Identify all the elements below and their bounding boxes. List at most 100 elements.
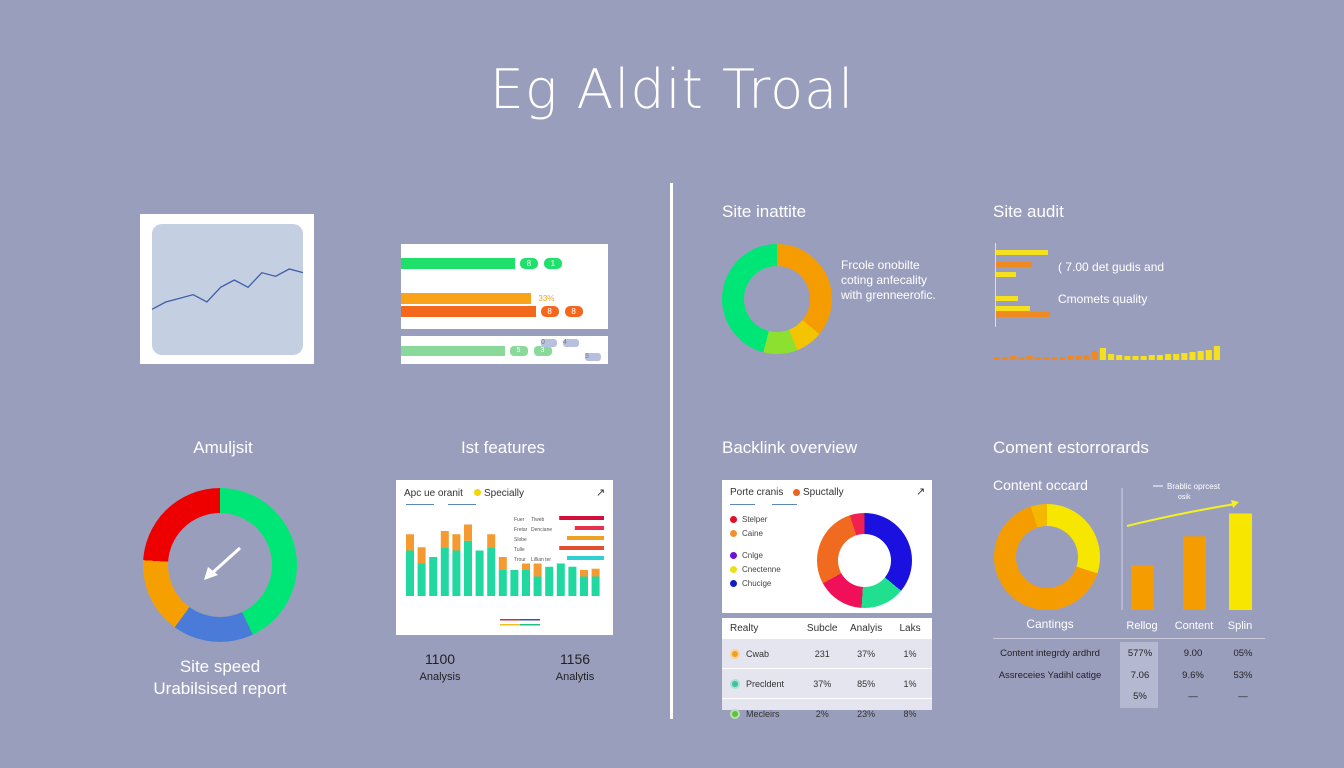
table-cell: 9.00 bbox=[1183, 648, 1203, 659]
tag: 33% bbox=[538, 294, 555, 303]
bar-green bbox=[487, 547, 496, 596]
mini-bar bbox=[994, 357, 1001, 360]
table-cell: 577% bbox=[1127, 648, 1153, 659]
bar-label: Rellog bbox=[1126, 620, 1157, 632]
mini-bar bbox=[1042, 357, 1049, 360]
audit-bar bbox=[996, 312, 1050, 317]
content-subheading: Content occard bbox=[993, 477, 1088, 493]
table-cell: 9.6% bbox=[1182, 670, 1204, 681]
mini-bar bbox=[1034, 357, 1041, 360]
expand-icon[interactable]: ↗ bbox=[916, 486, 926, 498]
mini-bar bbox=[1018, 357, 1025, 360]
line-series bbox=[151, 268, 304, 310]
content-bar bbox=[1131, 565, 1154, 610]
table-cell: 37% bbox=[813, 678, 832, 689]
gauge-needle-icon bbox=[204, 546, 242, 580]
legend-bar bbox=[567, 556, 604, 560]
mini-bar bbox=[1026, 356, 1033, 360]
features-heading: Ist features bbox=[460, 438, 546, 457]
bar-label: Splin bbox=[1228, 620, 1252, 632]
bar-green bbox=[475, 550, 484, 596]
table-cell: 1% bbox=[903, 648, 917, 659]
table-header: Subcle bbox=[806, 622, 838, 634]
backlink-heading: Backlink overview bbox=[722, 438, 858, 457]
legend-bar bbox=[574, 526, 604, 530]
audit-bar bbox=[996, 306, 1030, 311]
trend-label: osik bbox=[1178, 494, 1191, 501]
bar-orange bbox=[452, 534, 461, 551]
bar-orange bbox=[580, 570, 588, 577]
mini-bar bbox=[1165, 354, 1172, 360]
table-row[interactable]: Cwab 231 37% 1% bbox=[722, 638, 932, 668]
mini-bar bbox=[1075, 356, 1082, 360]
stat-label: Analytis bbox=[555, 671, 595, 683]
bar-green bbox=[533, 576, 542, 596]
table-cell: 8% bbox=[903, 708, 917, 719]
table-cell: 05% bbox=[1233, 648, 1253, 659]
bar-green bbox=[568, 566, 577, 596]
table-row[interactable]: Precldent 37% 85% 1% bbox=[722, 668, 932, 698]
bar-green bbox=[580, 576, 588, 596]
legend-label: Slobe bbox=[514, 537, 527, 543]
table-cell: 231 bbox=[814, 648, 830, 659]
backlink-card-title: Porte cranis bbox=[730, 487, 784, 498]
badge-dot-icon bbox=[474, 489, 481, 496]
legend-label: Fuer bbox=[514, 517, 525, 523]
site-inattite-heading: Site inattite bbox=[722, 202, 807, 221]
legend-item: Cnectenne bbox=[730, 562, 781, 576]
bar-orange bbox=[533, 563, 542, 577]
legend-item: Cnlge bbox=[730, 548, 781, 562]
mini-bar bbox=[1116, 355, 1123, 360]
mini-bar bbox=[1051, 357, 1058, 360]
progress-bar bbox=[401, 258, 515, 269]
content-bar-chart: Brablic oprcest osik Rellog Content Splin bbox=[1121, 482, 1252, 632]
bar-orange bbox=[522, 563, 530, 570]
legend-line bbox=[500, 619, 520, 621]
page-title: Eg Aldit Troal bbox=[489, 58, 855, 121]
mini-bar bbox=[1173, 354, 1180, 360]
tag: 1 bbox=[543, 258, 562, 269]
legend-bar bbox=[567, 536, 604, 540]
bar-orange bbox=[417, 547, 426, 564]
audit-bar bbox=[996, 262, 1032, 267]
bar-green bbox=[429, 557, 438, 596]
trend-arrow bbox=[1126, 503, 1236, 527]
mini-bar bbox=[1156, 355, 1163, 360]
table-header: Laks bbox=[899, 622, 921, 634]
expand-icon[interactable]: ↗ bbox=[596, 487, 606, 499]
bar-green bbox=[556, 563, 565, 596]
legend-label: Fretar bbox=[514, 527, 528, 533]
bar-orange bbox=[591, 568, 600, 577]
progress-bar bbox=[401, 346, 505, 356]
bar-green bbox=[452, 550, 461, 596]
table-cell: 37% bbox=[857, 648, 876, 659]
progress-bar bbox=[401, 306, 536, 317]
gauge-line1: Site speed bbox=[179, 657, 261, 676]
mini-bar bbox=[1189, 352, 1196, 360]
donut-label: Cantings bbox=[1026, 617, 1074, 631]
site-audit-text-2: Cmomets quality bbox=[1058, 292, 1148, 306]
divider bbox=[670, 183, 673, 719]
tag: 4 bbox=[563, 339, 579, 347]
audit-bar bbox=[996, 272, 1016, 277]
mini-bar bbox=[1010, 356, 1017, 360]
table-cell: — bbox=[1238, 691, 1248, 702]
tag: 5 bbox=[509, 346, 528, 356]
legend-label: Tulle bbox=[514, 547, 525, 553]
mini-bar bbox=[1181, 353, 1188, 360]
bar-green bbox=[510, 570, 519, 596]
mini-bar bbox=[1002, 357, 1009, 360]
legend-item: Caine bbox=[730, 526, 781, 540]
mini-bar bbox=[1213, 346, 1220, 360]
bar-orange bbox=[464, 524, 472, 541]
mini-bar bbox=[1059, 357, 1066, 360]
table-cell: 5% bbox=[1133, 691, 1147, 702]
table-cell: 53% bbox=[1233, 670, 1253, 681]
table-cell: 85% bbox=[857, 678, 876, 689]
gauge-heading: Amuljsit bbox=[193, 438, 253, 457]
table-row[interactable]: Mecleirs 2% 23% 8% bbox=[722, 698, 932, 728]
bar-orange bbox=[498, 557, 507, 570]
inattite-text-3: with grenneerofic. bbox=[841, 288, 936, 302]
inattite-text-2: coting anfecality bbox=[841, 273, 928, 287]
